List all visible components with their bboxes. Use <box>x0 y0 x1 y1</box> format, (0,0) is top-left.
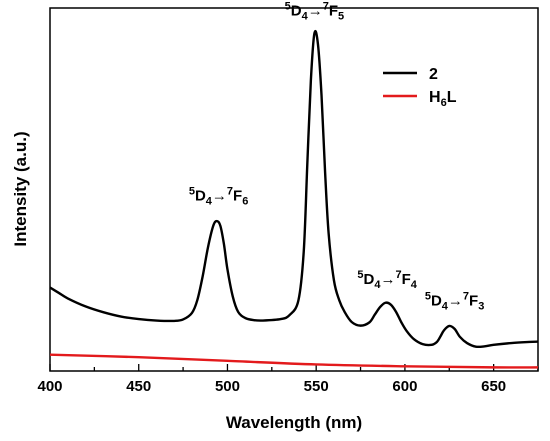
x-axis-title: Wavelength (nm) <box>226 413 362 432</box>
plot-frame <box>49 7 539 372</box>
transition-label-3: 5D4→7F3 <box>425 291 485 313</box>
x-tick-label: 550 <box>304 378 329 395</box>
x-tick-label: 450 <box>126 378 151 395</box>
series-line-h6l <box>49 353 539 369</box>
series-layer <box>49 29 539 369</box>
x-tick-label: 650 <box>481 378 506 395</box>
legend-label-2: 2 <box>429 66 438 83</box>
legend: 2 H6L <box>383 66 457 109</box>
transition-label-2: 5D4→7F4 <box>357 269 417 291</box>
y-axis-title: Intensity (a.u.) <box>11 131 30 246</box>
x-tick-label: 500 <box>215 378 240 395</box>
x-tick-label: 400 <box>37 378 62 395</box>
series-line-2 <box>49 29 539 349</box>
annotations-layer: 5D4→7F6 5D4→7F5 5D4→7F4 5D4→7F3 <box>189 0 485 312</box>
transition-label-0: 5D4→7F6 <box>189 185 249 207</box>
legend-label-h6l: H6L <box>429 89 457 109</box>
x-axis-ticks: 400 450 500 550 600 650 <box>37 364 539 395</box>
transition-label-1: 5D4→7F5 <box>285 0 345 22</box>
x-tick-label: 600 <box>392 378 417 395</box>
